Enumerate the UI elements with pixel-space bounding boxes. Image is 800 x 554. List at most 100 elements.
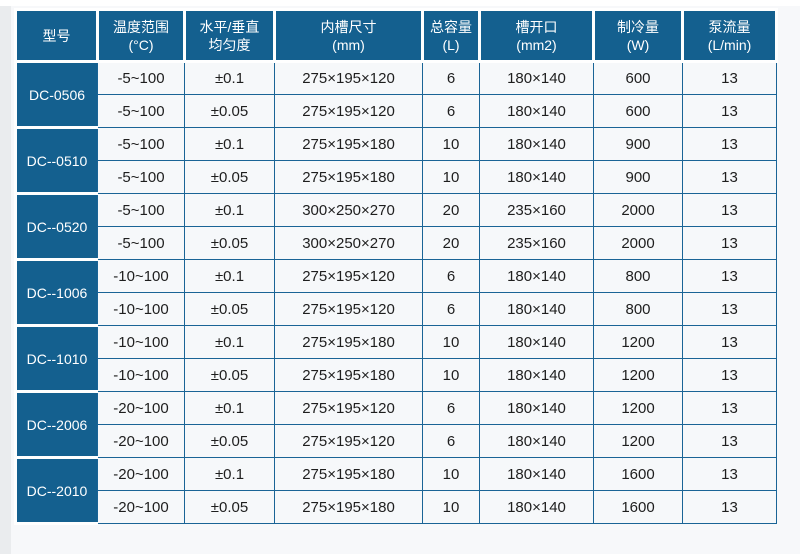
cell-opening: 180×140 bbox=[479, 424, 594, 458]
cell-temp: -10~100 bbox=[97, 259, 185, 293]
table-row: DC--0520 -5~100 ±0.1 300×250×270 20 235×160 20… bbox=[14, 192, 777, 261]
header-row: 型号 温度范围 (°C) 水平/垂直 均匀度 内槽尺寸 (mm) 总容量 (L)… bbox=[14, 8, 778, 63]
cell-flow: 13 bbox=[682, 160, 777, 194]
cell-uniformity: ±0.1 bbox=[184, 457, 275, 491]
col-header-label: 槽开口 bbox=[515, 18, 558, 35]
model-cell: DC--1006 bbox=[14, 258, 98, 327]
cell-cooling: 1200 bbox=[593, 325, 683, 359]
col-header-label: 型号 bbox=[42, 27, 71, 44]
table-row: DC--1006 -10~100 ±0.1 275×195×120 6 180×140 80… bbox=[14, 258, 777, 327]
cell-opening: 180×140 bbox=[479, 358, 594, 392]
cell-flow: 13 bbox=[682, 292, 777, 326]
cell-flow: 13 bbox=[682, 358, 777, 392]
cell-cooling: 900 bbox=[593, 127, 683, 161]
cell-flow: 13 bbox=[682, 259, 777, 293]
page-top-margin bbox=[0, 0, 800, 6]
table-row: -10~100 ±0.05 275×195×120 6 180×140 800 13 bbox=[16, 292, 777, 326]
cell-cooling: 900 bbox=[593, 160, 683, 194]
cell-temp: -5~100 bbox=[97, 193, 185, 227]
col-header-opening: 槽开口 (mm2) bbox=[478, 8, 595, 63]
cell-opening: 180×140 bbox=[479, 457, 594, 491]
cell-temp: -20~100 bbox=[97, 457, 185, 491]
col-header-capacity: 总容量 (L) bbox=[421, 8, 481, 63]
cell-flow: 13 bbox=[682, 391, 777, 425]
cell-uniformity: ±0.05 bbox=[184, 160, 275, 194]
table-row: -10~100 ±0.05 275×195×180 10 180×140 1200 13 bbox=[16, 358, 777, 392]
cell-flow: 13 bbox=[682, 61, 777, 95]
cell-temp: -5~100 bbox=[97, 127, 185, 161]
col-header-temp-range: 温度范围 (°C) bbox=[96, 8, 186, 63]
cell-cooling: 600 bbox=[593, 94, 683, 128]
table-row: DC--0510 -5~100 ±0.1 275×195×180 10 180×140 90… bbox=[14, 126, 777, 195]
cell-tank: 275×195×120 bbox=[274, 259, 423, 293]
col-header-unit: (mm) bbox=[332, 36, 365, 53]
cell-opening: 235×160 bbox=[479, 226, 594, 260]
cell-opening: 180×140 bbox=[479, 292, 594, 326]
model-cell: DC-0506 bbox=[14, 60, 98, 129]
cell-capacity: 6 bbox=[422, 391, 480, 425]
cell-opening: 235×160 bbox=[479, 193, 594, 227]
table-row: DC--1010 -10~100 ±0.1 275×195×180 10 180×140 1… bbox=[14, 324, 777, 393]
cell-cooling: 2000 bbox=[593, 226, 683, 260]
cell-flow: 13 bbox=[682, 127, 777, 161]
cell-tank: 275×195×180 bbox=[274, 457, 423, 491]
col-header-tank-size: 内槽尺寸 (mm) bbox=[273, 8, 424, 63]
col-header-unit: (°C) bbox=[128, 36, 154, 53]
col-header-unit: (mm2) bbox=[516, 36, 557, 53]
cell-uniformity: ±0.1 bbox=[184, 127, 275, 161]
cell-uniformity: ±0.05 bbox=[184, 424, 275, 458]
col-header-label: 水平/垂直 bbox=[199, 18, 260, 35]
cell-capacity: 6 bbox=[422, 61, 480, 95]
cell-opening: 180×140 bbox=[479, 94, 594, 128]
cell-temp: -10~100 bbox=[97, 358, 185, 392]
cell-tank: 275×195×120 bbox=[274, 391, 423, 425]
cell-tank: 300×250×270 bbox=[274, 193, 423, 227]
cell-cooling: 2000 bbox=[593, 193, 683, 227]
cell-tank: 275×195×120 bbox=[274, 94, 423, 128]
col-header-unit: (L) bbox=[442, 36, 460, 53]
cell-capacity: 6 bbox=[422, 292, 480, 326]
cell-temp: -5~100 bbox=[97, 61, 185, 95]
cell-flow: 13 bbox=[682, 424, 777, 458]
cell-capacity: 10 bbox=[422, 457, 480, 491]
cell-uniformity: ±0.05 bbox=[184, 358, 275, 392]
cell-opening: 180×140 bbox=[479, 61, 594, 95]
cell-opening: 180×140 bbox=[479, 391, 594, 425]
col-header-unit: (W) bbox=[626, 36, 650, 53]
cell-tank: 275×195×180 bbox=[274, 160, 423, 194]
model-cell: DC--2010 bbox=[14, 456, 98, 525]
col-header-label: 总容量 bbox=[430, 18, 472, 35]
cell-cooling: 1200 bbox=[593, 358, 683, 392]
col-header-label: 泵流量 bbox=[708, 18, 751, 35]
col-header-label: 内槽尺寸 bbox=[320, 18, 377, 35]
cell-uniformity: ±0.1 bbox=[184, 391, 275, 425]
cell-uniformity: ±0.05 bbox=[184, 94, 275, 128]
cell-tank: 275×195×120 bbox=[274, 424, 423, 458]
cell-uniformity: ±0.1 bbox=[184, 193, 275, 227]
cell-capacity: 6 bbox=[422, 94, 480, 128]
spec-table-header: 型号 温度范围 (°C) 水平/垂直 均匀度 内槽尺寸 (mm) 总容量 (L)… bbox=[14, 8, 778, 63]
cell-opening: 180×140 bbox=[479, 160, 594, 194]
col-header-uniformity: 水平/垂直 均匀度 bbox=[183, 8, 276, 63]
cell-tank: 275×195×180 bbox=[274, 325, 423, 359]
table-row: -5~100 ±0.05 300×250×270 20 235×160 2000 13 bbox=[16, 226, 777, 260]
cell-capacity: 6 bbox=[422, 259, 480, 293]
cell-tank: 275×195×180 bbox=[274, 127, 423, 161]
cell-uniformity: ±0.1 bbox=[184, 325, 275, 359]
table-row: -5~100 ±0.05 275×195×120 6 180×140 600 13 bbox=[16, 94, 777, 128]
spec-table-body: DC-0506 -5~100 ±0.1 275×195×120 6 180×140 600 1… bbox=[14, 60, 777, 525]
table-row: DC--2006 -20~100 ±0.1 275×195×120 6 180×140 12… bbox=[14, 390, 777, 459]
cell-uniformity: ±0.05 bbox=[184, 226, 275, 260]
cell-capacity: 20 bbox=[422, 226, 480, 260]
cell-capacity: 6 bbox=[422, 424, 480, 458]
cell-capacity: 20 bbox=[422, 193, 480, 227]
table-row: -20~100 ±0.05 275×195×120 6 180×140 1200 13 bbox=[16, 424, 777, 458]
table-row: DC--2010 -20~100 ±0.1 275×195×180 10 180×140 1… bbox=[14, 456, 777, 525]
cell-cooling: 1200 bbox=[593, 391, 683, 425]
model-cell: DC--0520 bbox=[14, 192, 98, 261]
cell-flow: 13 bbox=[682, 193, 777, 227]
cell-capacity: 10 bbox=[422, 490, 480, 524]
cell-temp: -5~100 bbox=[97, 226, 185, 260]
cell-capacity: 10 bbox=[422, 160, 480, 194]
cell-uniformity: ±0.05 bbox=[184, 292, 275, 326]
